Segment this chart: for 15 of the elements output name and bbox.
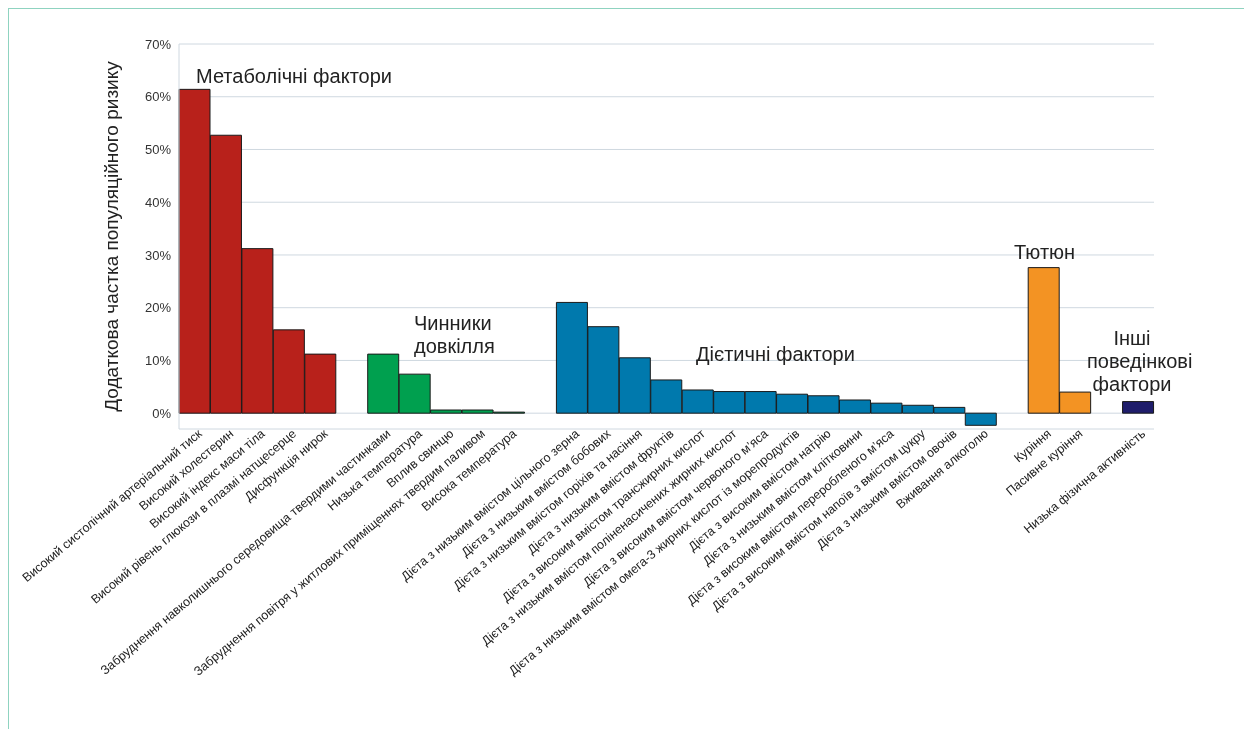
y-tick-label: 10%: [144, 353, 172, 369]
y-tick-label: 40%: [144, 194, 172, 210]
y-tick-label: 30%: [144, 247, 172, 263]
annotation: Інші поведінкові фактори: [1087, 327, 1193, 396]
annotation: Дієтичні фактори: [696, 343, 856, 366]
y-axis-title: Додаткова частка популяційного ризику: [100, 60, 122, 412]
y-tick-label: 50%: [144, 142, 172, 158]
bar: [1122, 401, 1155, 414]
annotation: Тютюн: [1014, 241, 1077, 264]
annotation: Метаболічні фактори: [196, 65, 394, 88]
y-tick-label: 0%: [152, 405, 172, 421]
annotation: Чинники довкілля: [414, 312, 496, 358]
y-tick-label: 60%: [144, 89, 172, 105]
y-tick-label: 20%: [144, 300, 172, 316]
y-tick-label: 70%: [144, 36, 172, 52]
